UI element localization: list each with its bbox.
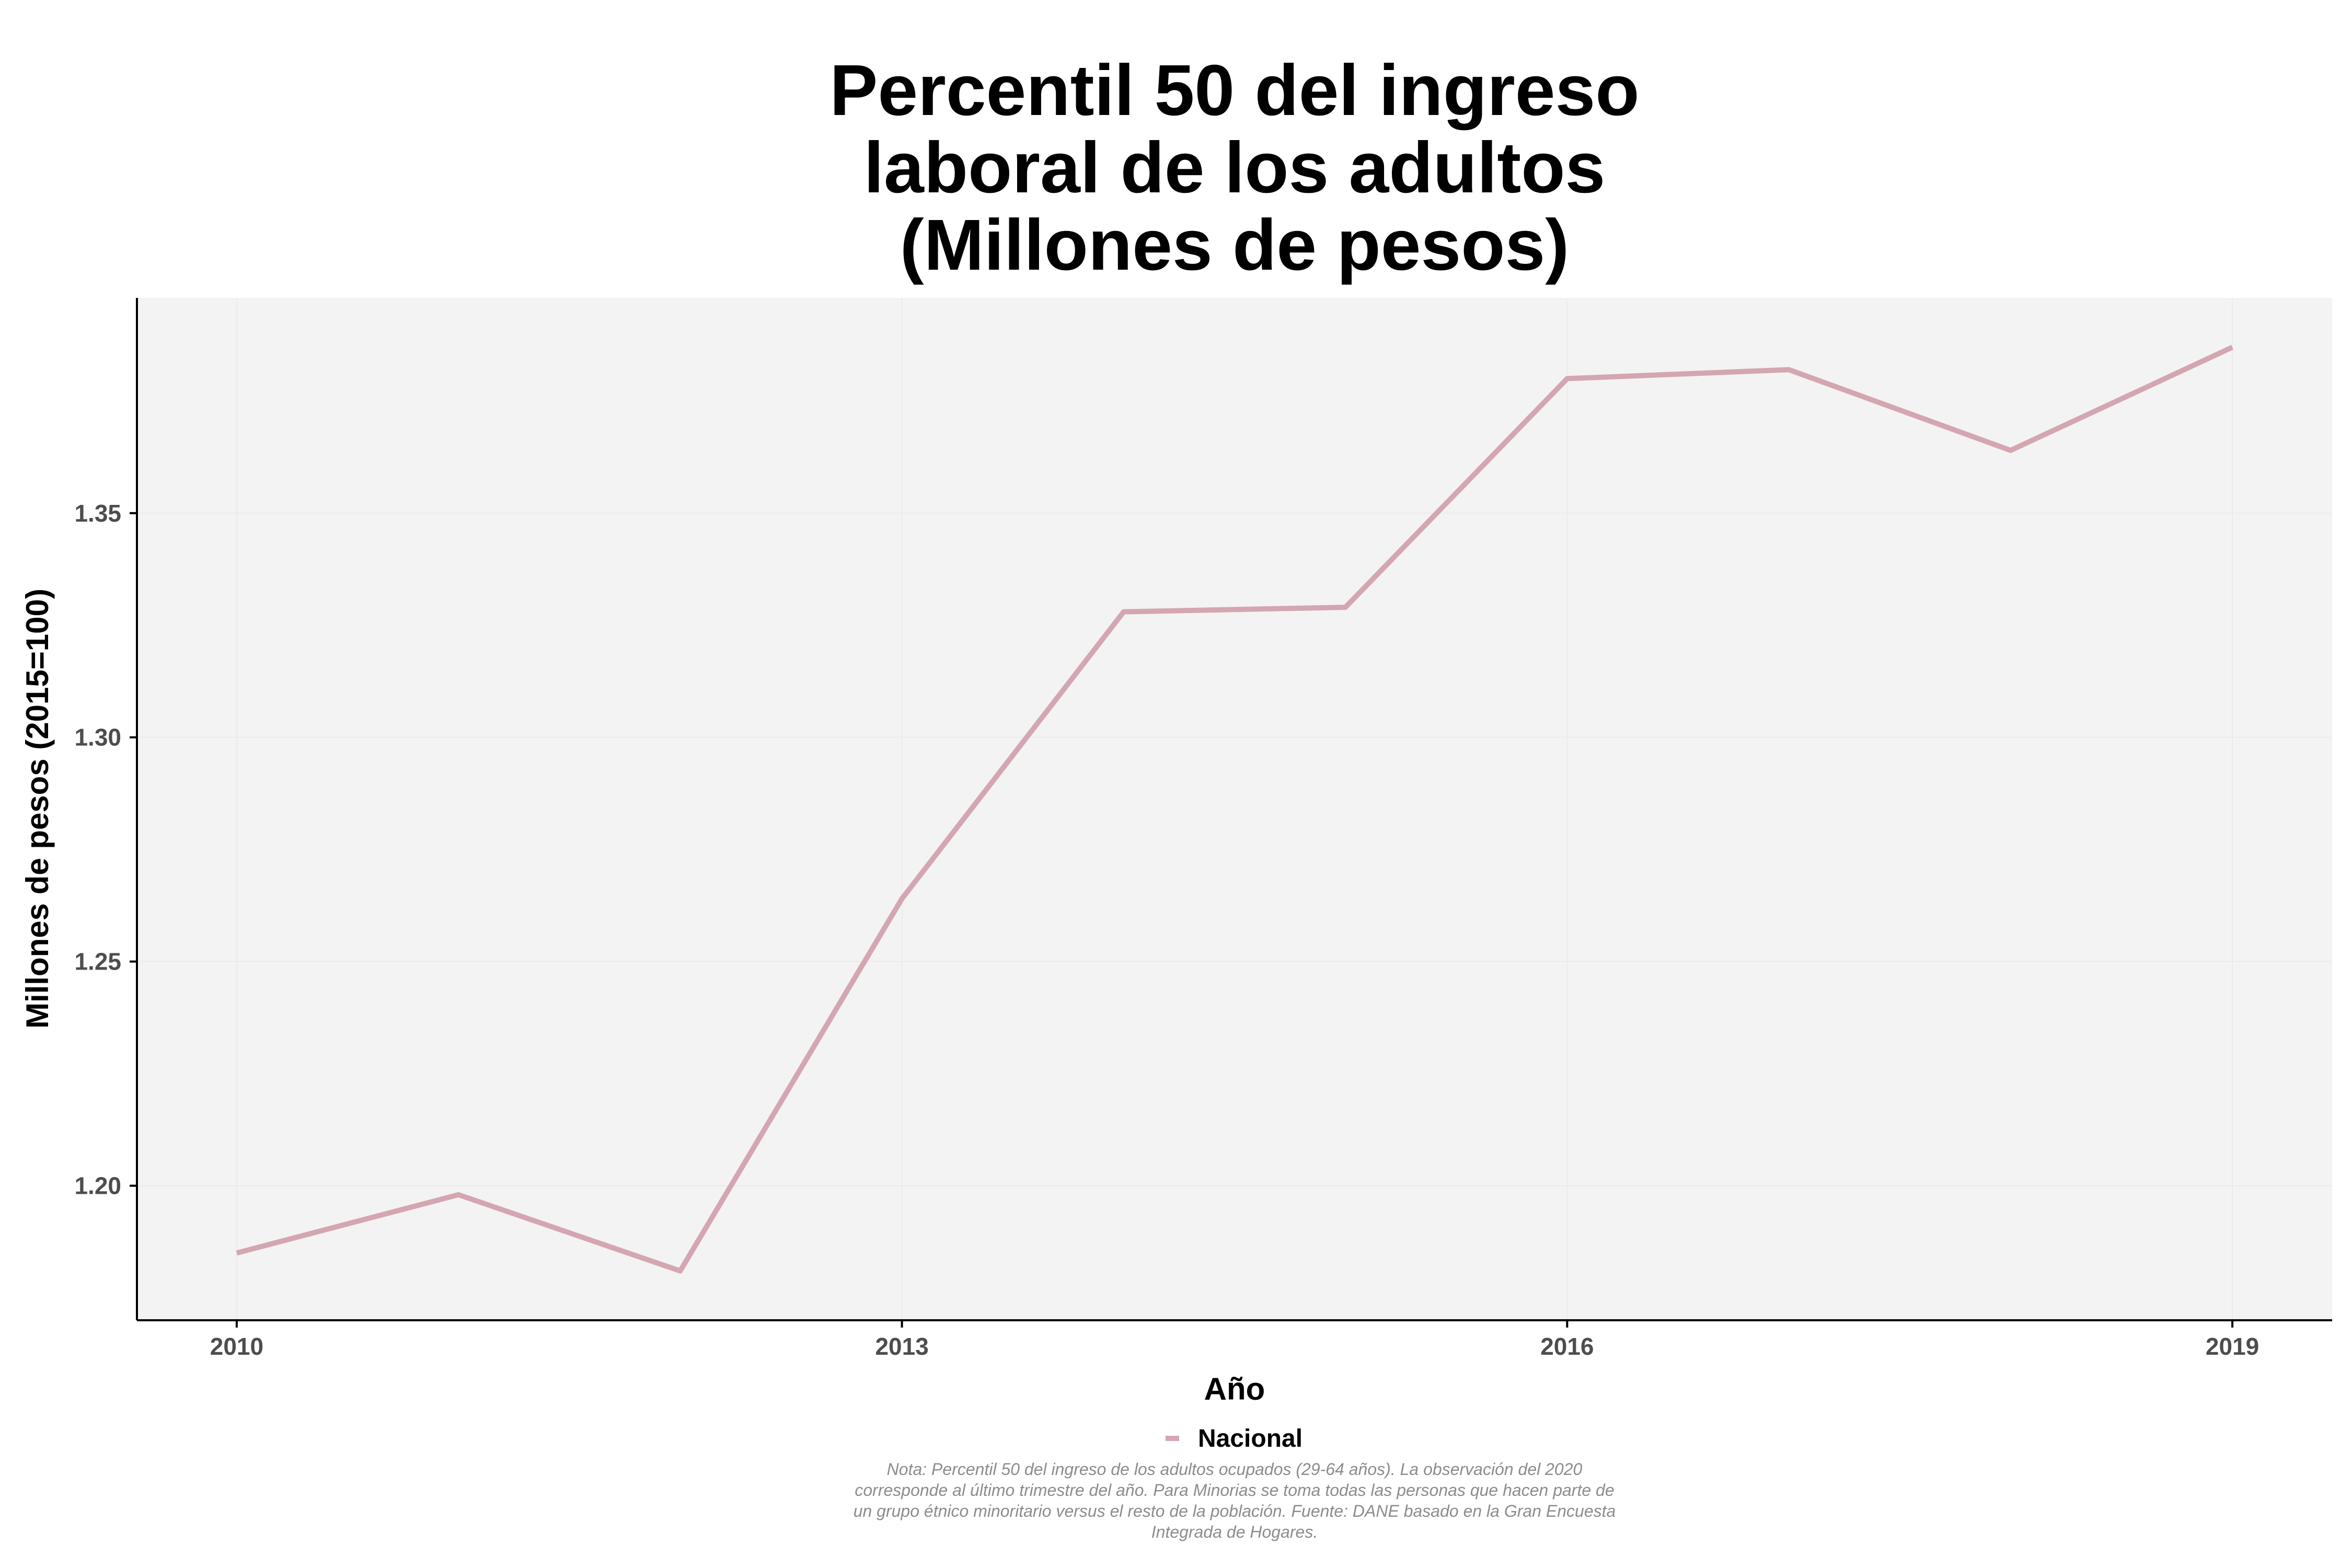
chart-title-line-2: laboral de los adultos: [864, 128, 1606, 208]
x-axis-title: Año: [1204, 1371, 1265, 1406]
y-axis-ticks: 1.20 1.25 1.30 1.35: [74, 500, 137, 1200]
y-tick-label: 1.25: [74, 948, 121, 975]
caption-line-4: Integrada de Hogares.: [1151, 1523, 1318, 1541]
series-line-nacional: [236, 344, 2234, 1274]
x-tick-label: 2016: [1540, 1333, 1594, 1360]
y-tick-label: 1.35: [74, 500, 121, 527]
x-tick-label: 2013: [875, 1333, 928, 1360]
chart-title: Percentil 50 del ingreso laboral de los …: [829, 50, 1639, 285]
caption-line-2: corresponde al último trimestre del año.…: [855, 1481, 1614, 1500]
y-tick-label: 1.20: [74, 1172, 121, 1200]
chart-title-line-3: (Millones de pesos): [900, 205, 1570, 285]
x-tick-label: 2019: [2206, 1333, 2259, 1360]
plot-background: [137, 298, 2332, 1320]
caption-line-1: Nota: Percentil 50 del ingreso de los ad…: [887, 1460, 1583, 1479]
x-axis-ticks: 2010 2013 2016 2019: [210, 1320, 2259, 1360]
y-tick-label: 1.30: [74, 724, 121, 751]
series-layer: [236, 344, 2234, 1274]
y-axis-title: Millones de pesos (2015=100): [20, 589, 55, 1029]
caption-line-3: un grupo étnico minoritario versus el re…: [854, 1502, 1616, 1520]
axes: [136, 298, 2332, 1321]
plot-panel: [136, 298, 2332, 1321]
legend-label-nacional: Nacional: [1198, 1425, 1302, 1452]
caption: Nota: Percentil 50 del ingreso de los ad…: [854, 1460, 1616, 1541]
x-tick-label: 2010: [210, 1333, 263, 1360]
chart-title-line-1: Percentil 50 del ingreso: [829, 50, 1639, 131]
gridlines: [137, 298, 2332, 1320]
legend: Nacional: [1166, 1425, 1302, 1452]
